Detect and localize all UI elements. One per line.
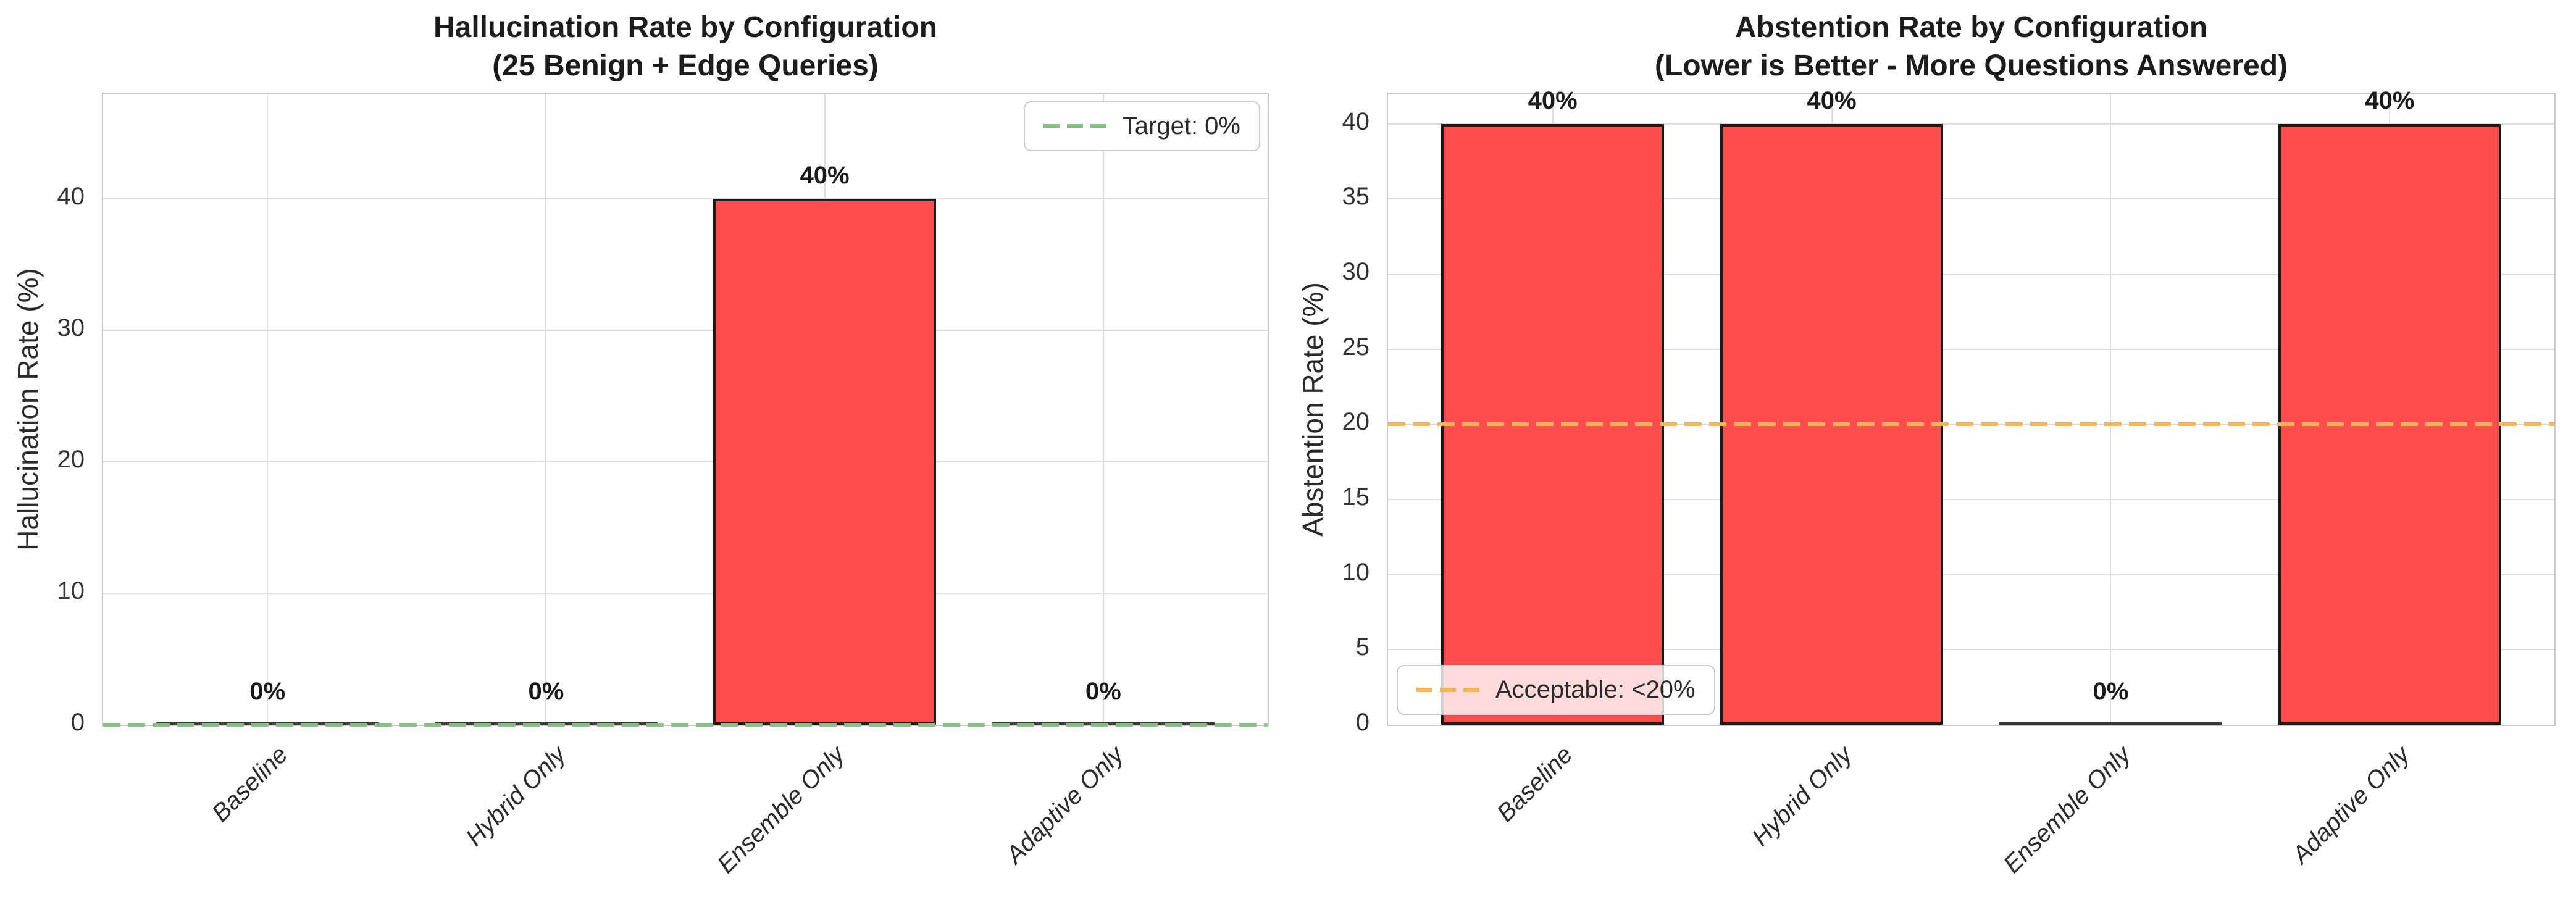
acceptable-line-legend-swatch bbox=[1416, 688, 1479, 692]
x-category-label: Hybrid Only bbox=[1746, 741, 1857, 851]
y-tick-label: 20 bbox=[57, 446, 85, 474]
bar bbox=[713, 199, 937, 725]
bar-value-label: 0% bbox=[528, 678, 564, 705]
h-gridline bbox=[103, 198, 1268, 200]
y-tick-label: 20 bbox=[1342, 408, 1370, 436]
x-category-label: Ensemble Only bbox=[712, 741, 850, 879]
right-chart-legend: Acceptable: <20% bbox=[1397, 665, 1715, 715]
left-chart-plot-area: Target: 0% 0 10 20 30 40 0% Baseline 0% Hybrid O… bbox=[57, 93, 1269, 879]
reference-dashed-line bbox=[103, 723, 1268, 727]
bar-value-label: 0% bbox=[249, 678, 286, 705]
y-tick-label: 5 bbox=[1355, 633, 1370, 661]
y-tick-label: 30 bbox=[1342, 258, 1370, 285]
x-category-label: Adaptive Only bbox=[1000, 741, 1129, 869]
h-gridline bbox=[103, 593, 1268, 595]
h-gridline bbox=[1388, 123, 2554, 125]
right-chart-y-axis-label: Abstention Rate (%) bbox=[1297, 282, 1329, 537]
right-chart-title: Abstention Rate by Configuration (Lower … bbox=[1387, 9, 2556, 86]
right-chart-title-line2: (Lower is Better - More Questions Answer… bbox=[1654, 49, 2288, 83]
right-chart-title-line1: Abstention Rate by Configuration bbox=[1734, 11, 2208, 44]
v-gridline bbox=[1102, 94, 1104, 725]
y-tick-label: 15 bbox=[1342, 483, 1370, 511]
bar-value-label: 40% bbox=[2365, 86, 2415, 114]
bar-value-label: 40% bbox=[1528, 86, 1578, 114]
bar-zero-edge bbox=[1999, 722, 2223, 725]
y-tick-label: 10 bbox=[57, 577, 85, 605]
y-tick-label: 35 bbox=[1342, 183, 1370, 211]
y-tick-label: 25 bbox=[1342, 333, 1370, 361]
left-chart-y-axis-label: Hallucination Rate (%) bbox=[12, 268, 44, 551]
h-gridline bbox=[103, 461, 1268, 463]
y-tick-label: 10 bbox=[1342, 558, 1370, 586]
bar-value-label: 0% bbox=[2093, 678, 2129, 705]
y-tick-label: 40 bbox=[1342, 107, 1370, 135]
h-gridline bbox=[1388, 274, 2554, 275]
left-chart-title: Hallucination Rate by Configuration (25 … bbox=[102, 9, 1269, 86]
target-line-legend-label: Target: 0% bbox=[1122, 112, 1240, 140]
y-tick-label: 30 bbox=[57, 314, 85, 342]
y-tick-label: 40 bbox=[57, 183, 85, 211]
v-gridline bbox=[2110, 94, 2112, 725]
x-category-label: Hybrid Only bbox=[461, 741, 572, 851]
bar-value-label: 0% bbox=[1085, 678, 1121, 705]
x-category-label: Adaptive Only bbox=[2287, 741, 2415, 869]
left-chart-title-line1: Hallucination Rate by Configuration bbox=[433, 11, 938, 44]
y-tick-label: 0 bbox=[1355, 709, 1370, 736]
v-gridline bbox=[267, 94, 269, 725]
reference-dashed-line bbox=[1388, 422, 2554, 427]
v-gridline bbox=[545, 94, 547, 725]
bar-value-label: 40% bbox=[1807, 86, 1857, 114]
bar-value-label: 40% bbox=[800, 162, 850, 190]
left-chart-legend: Target: 0% bbox=[1023, 101, 1260, 151]
target-line-legend-swatch bbox=[1043, 124, 1106, 128]
h-gridline bbox=[1388, 348, 2554, 350]
left-chart-title-line2: (25 Benign + Edge Queries) bbox=[492, 49, 879, 83]
right-chart-plot-area: Acceptable: <20% 0 5 10 15 20 25 30 35 40 40% Base… bbox=[1342, 87, 2556, 879]
y-tick-label: 0 bbox=[70, 709, 85, 736]
h-gridline bbox=[103, 330, 1268, 332]
h-gridline bbox=[1388, 574, 2554, 575]
x-category-label: Baseline bbox=[1492, 741, 1578, 827]
h-gridline bbox=[1388, 499, 2554, 500]
x-category-label: Ensemble Only bbox=[1998, 741, 2136, 879]
acceptable-line-legend-label: Acceptable: <20% bbox=[1495, 676, 1696, 703]
h-gridline bbox=[1388, 198, 2554, 200]
x-category-label: Baseline bbox=[206, 741, 293, 827]
h-gridline bbox=[1388, 649, 2554, 651]
